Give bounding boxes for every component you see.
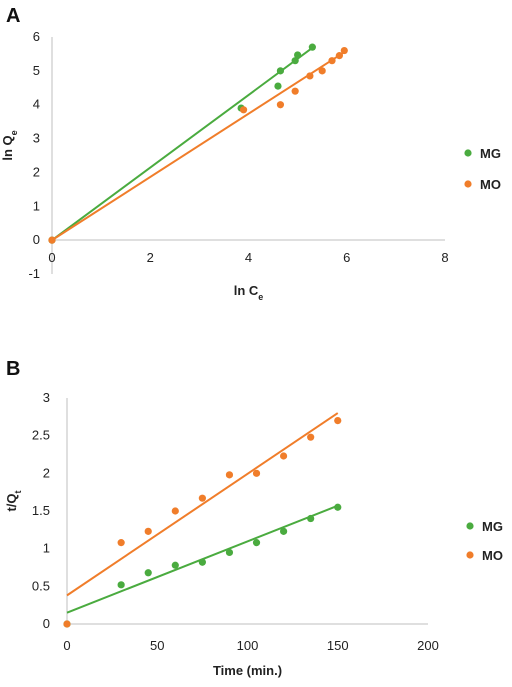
legend-marker [466, 522, 474, 530]
legend-label: MO [480, 177, 501, 192]
y-tick-label: 6 [33, 29, 40, 44]
data-point [252, 469, 261, 477]
x-axis-title: ln Ce [234, 283, 264, 302]
legend-label: MO [482, 548, 503, 563]
data-point [280, 527, 288, 535]
data-point [117, 581, 125, 589]
data-point [318, 67, 326, 75]
y-tick-label: 3 [33, 131, 40, 146]
data-point [225, 548, 234, 557]
data-point [239, 106, 248, 114]
trend-line [51, 47, 313, 241]
y-tick-label: 2 [43, 465, 50, 480]
x-tick-label: 50 [150, 638, 164, 653]
y-tick-label: 1 [33, 198, 40, 213]
y-tick-label: 0 [43, 616, 50, 631]
trend-line [51, 49, 348, 241]
y-tick-label: 0 [33, 232, 40, 247]
panel-label: B [6, 358, 20, 380]
data-point [334, 503, 342, 511]
y-tick-label: 5 [33, 63, 40, 78]
data-point [63, 620, 71, 628]
data-point [274, 82, 282, 90]
data-point [307, 514, 315, 523]
y-tick-label: 3 [43, 390, 50, 405]
legend-marker [464, 149, 472, 157]
x-tick-label: 150 [327, 638, 349, 653]
series-mg [63, 503, 342, 628]
data-point [335, 52, 343, 60]
x-tick-label: 8 [441, 250, 448, 265]
x-tick-label: 6 [343, 250, 350, 265]
y-tick-label: 1.5 [32, 503, 50, 518]
legend-label: MG [482, 519, 503, 534]
y-tick-label: 4 [33, 97, 40, 112]
chart-panel-b: B 0 50 100 150 200 0 0.5 1 1.5 2 2.5 3 Time (min.) t/Q… [4, 358, 503, 678]
data-point [171, 561, 179, 569]
y-tick-label: 2 [33, 164, 40, 179]
legend-marker [466, 551, 474, 559]
x-axis-title: Time (min.) [213, 663, 282, 678]
x-tick-label: 0 [48, 250, 55, 265]
data-point [171, 507, 179, 515]
y-tick-label: -1 [28, 266, 40, 281]
data-point [144, 527, 152, 535]
data-point [294, 51, 302, 59]
y-tick-label: 0.5 [32, 578, 50, 593]
data-point [307, 433, 315, 441]
y-tick-label: 2.5 [32, 428, 50, 443]
x-tick-label: 100 [237, 638, 259, 653]
data-point [280, 452, 288, 460]
panel-label: A [6, 5, 20, 27]
x-tick-label: 0 [63, 638, 70, 653]
data-point [334, 417, 342, 425]
series-mo [48, 46, 348, 244]
data-point [198, 558, 206, 566]
data-point [198, 494, 206, 502]
data-point [117, 539, 125, 547]
data-point [328, 57, 336, 65]
chart-panel-a: A 0 2 4 6 8 -1 0 1 2 3 4 5 6 ln Ce ln Qe MG MO [0, 5, 501, 302]
legend-label: MG [480, 146, 501, 161]
trend-line [66, 412, 339, 597]
y-tick-label: 1 [43, 541, 50, 556]
data-point [291, 57, 299, 65]
x-tick-label: 2 [147, 250, 154, 265]
x-tick-label: 200 [417, 638, 439, 653]
data-point [225, 471, 234, 479]
series-mo [63, 412, 342, 628]
data-point [144, 569, 152, 577]
data-point [291, 87, 299, 95]
data-point [306, 72, 314, 80]
legend-marker [464, 180, 472, 188]
data-point [276, 101, 285, 109]
data-point [276, 67, 285, 75]
y-axis-title: ln Qe [0, 130, 19, 160]
data-point [252, 539, 261, 547]
y-axis-title: t/Qt [4, 490, 23, 511]
x-tick-label: 4 [245, 250, 252, 265]
data-point [48, 236, 56, 244]
data-point [308, 43, 316, 51]
data-point [340, 46, 348, 55]
series-mg [48, 43, 316, 244]
